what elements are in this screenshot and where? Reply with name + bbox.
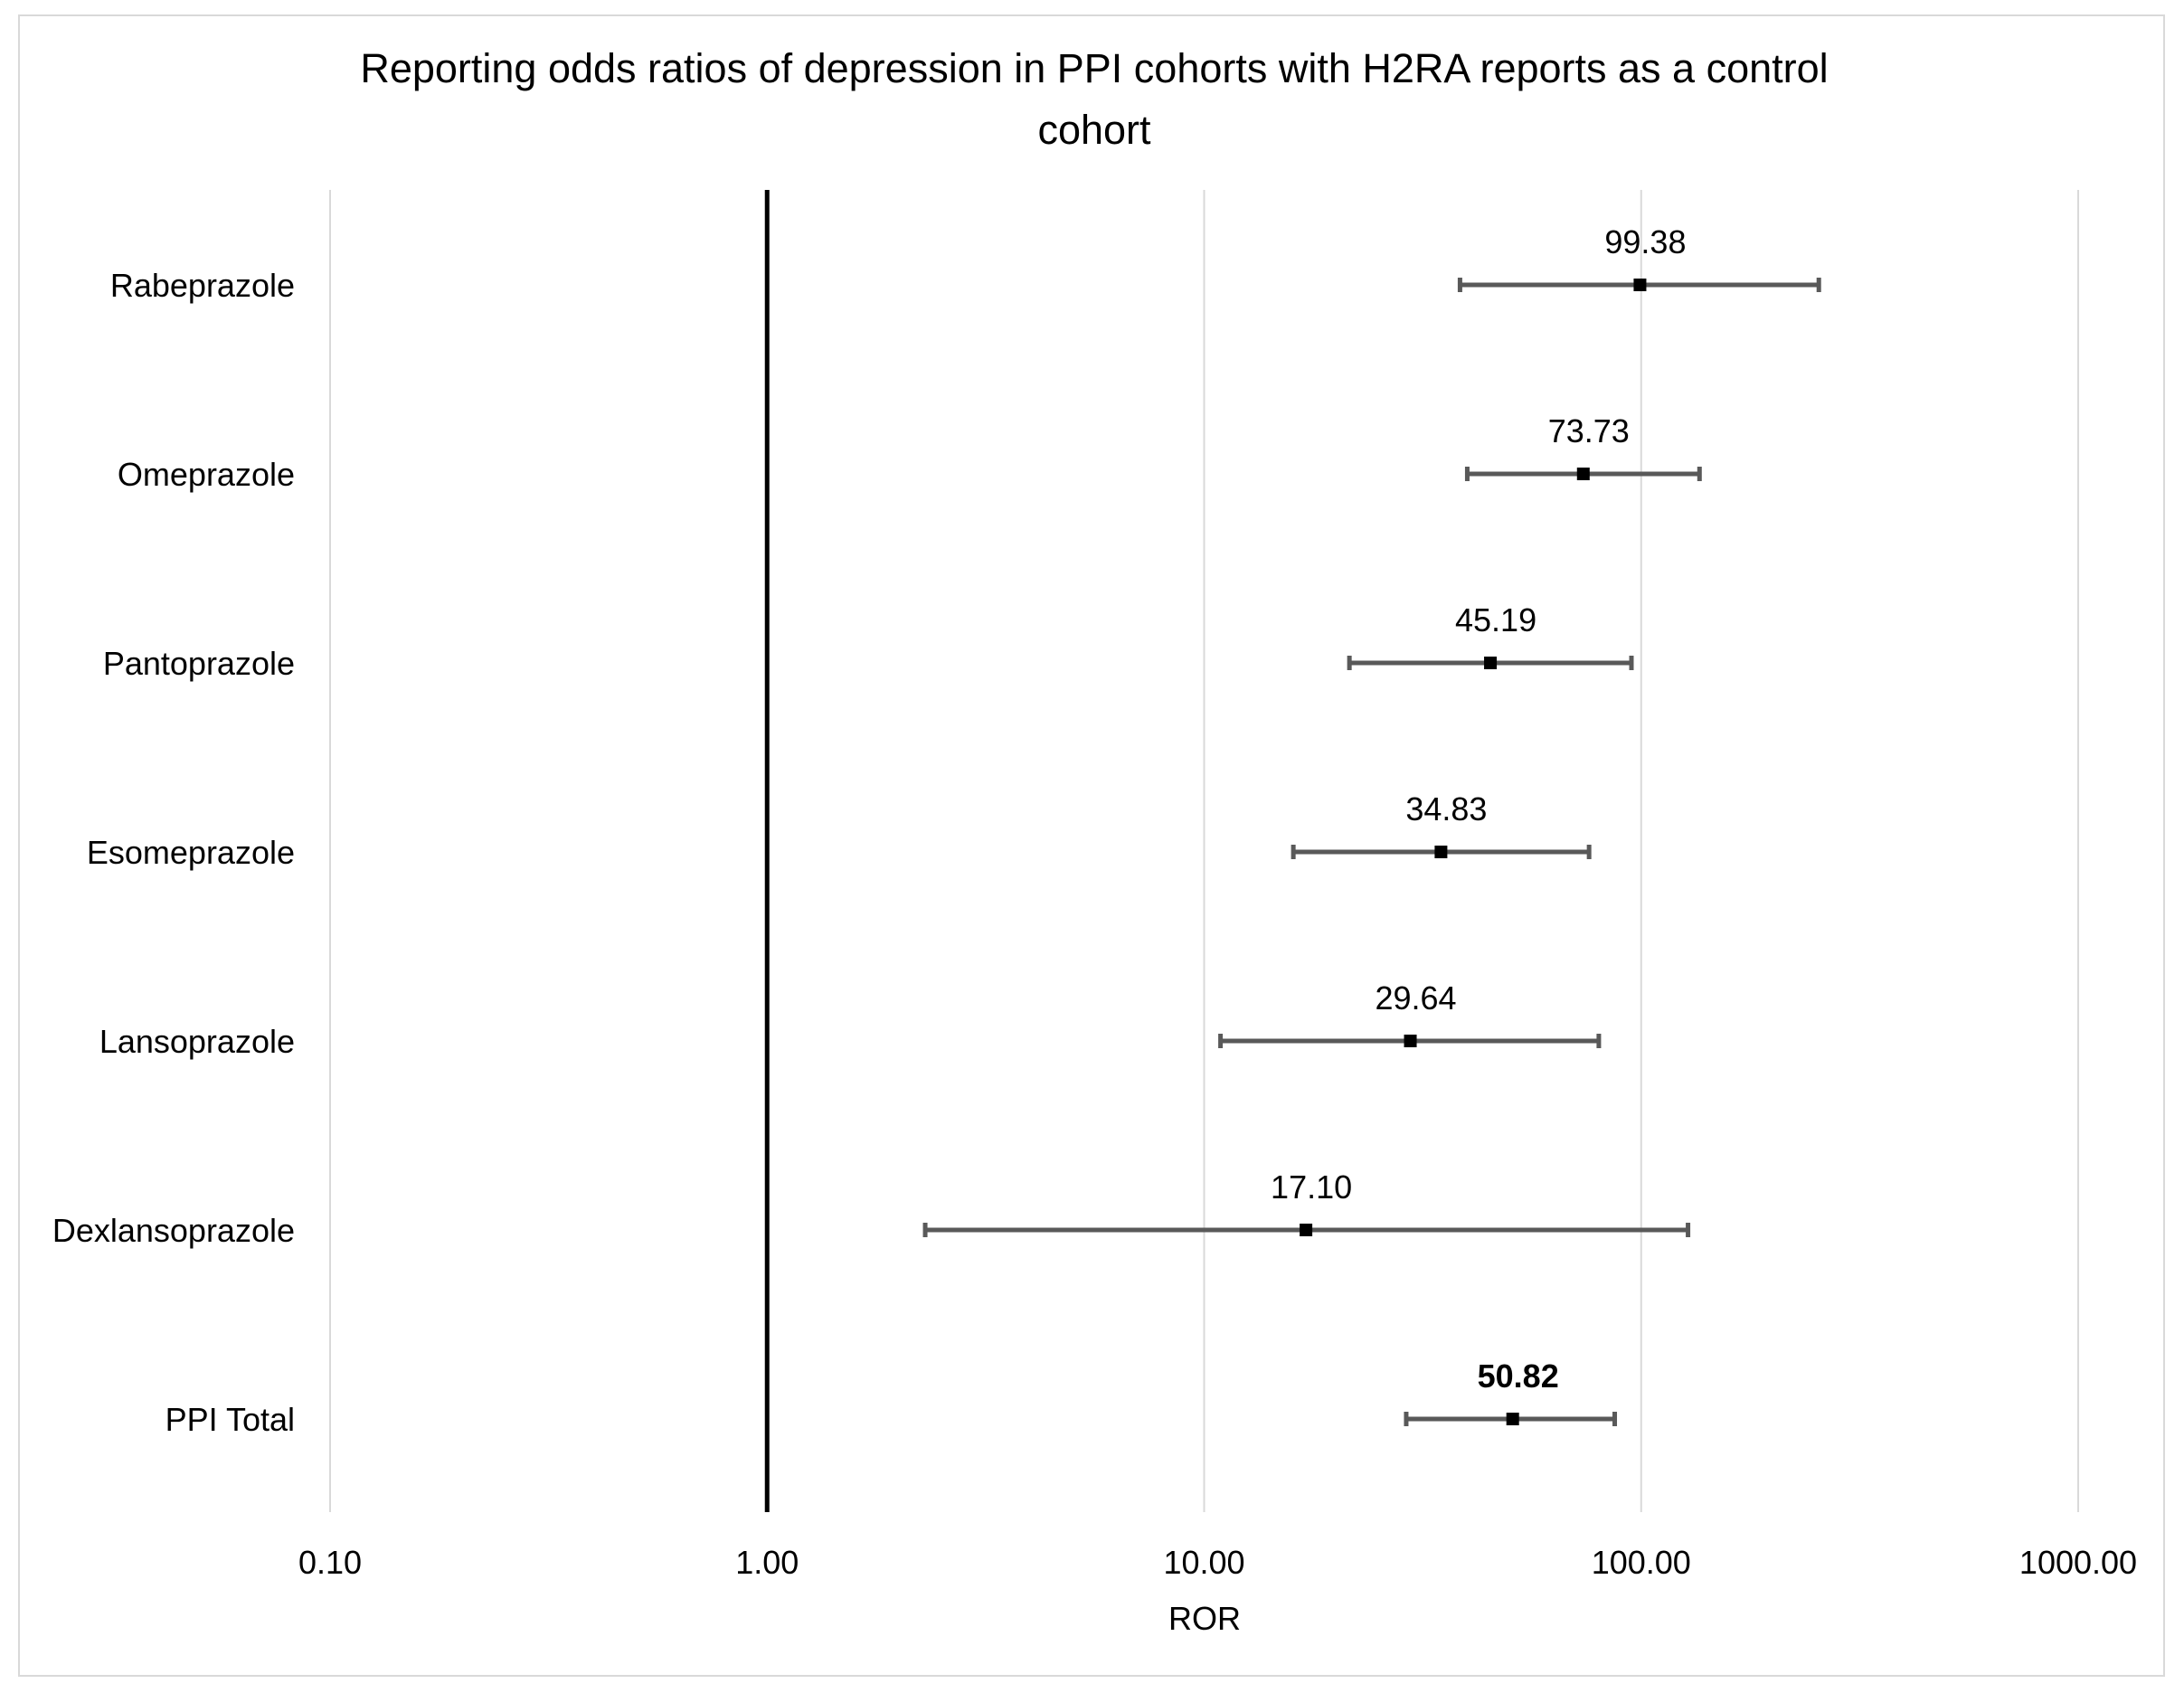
- forest-row: Lansoprazole 29.64: [99, 979, 1602, 1060]
- x-tick-label: 100.00: [1592, 1544, 1691, 1581]
- point-estimate-marker: [1434, 846, 1448, 858]
- x-axis-label: ROR: [1168, 1600, 1241, 1637]
- category-label: Lansoprazole: [99, 1023, 295, 1060]
- forest-row: PPI Total 50.82: [165, 1357, 1618, 1438]
- x-axis-ticks: 0.10 1.00 10.00 100.00 1000.00: [298, 1544, 2137, 1581]
- data-label: 50.82: [1478, 1357, 1559, 1395]
- chart-frame: [18, 14, 2165, 1677]
- point-estimate-marker: [1633, 279, 1647, 291]
- x-tick-label: 1000.00: [2019, 1544, 2137, 1581]
- forest-row: Omeprazole 73.73: [118, 412, 1702, 493]
- x-tick-label: 1.00: [735, 1544, 799, 1581]
- category-label: Rabeprazole: [110, 267, 295, 304]
- data-label: 17.10: [1271, 1168, 1352, 1206]
- chart-title-line-2: cohort: [1037, 107, 1151, 153]
- gridlines: [329, 190, 2079, 1512]
- category-label: Dexlansoprazole: [52, 1212, 295, 1249]
- data-label: 45.19: [1455, 601, 1536, 638]
- forest-row: Rabeprazole 99.38: [110, 223, 1821, 304]
- data-label: 73.73: [1548, 412, 1630, 449]
- data-label: 29.64: [1375, 979, 1456, 1017]
- category-label: PPI Total: [165, 1401, 295, 1438]
- point-estimate-marker: [1300, 1224, 1313, 1236]
- point-estimate-marker: [1576, 468, 1590, 480]
- category-label: Esomeprazole: [87, 834, 295, 871]
- chart-title-line-1: Reporting odds ratios of depression in P…: [360, 45, 1829, 91]
- category-label: Omeprazole: [118, 456, 295, 493]
- x-tick-label: 0.10: [298, 1544, 362, 1581]
- x-tick-label: 10.00: [1163, 1544, 1244, 1581]
- data-label: 34.83: [1405, 790, 1487, 828]
- forest-rows: Rabeprazole 99.38 Omeprazole 73.73 Pantopraz…: [52, 223, 1821, 1438]
- chart-title: Reporting odds ratios of depression in P…: [226, 38, 1962, 161]
- point-estimate-marker: [1506, 1413, 1519, 1425]
- point-estimate-marker: [1404, 1035, 1417, 1047]
- category-label: Pantoprazole: [103, 645, 295, 682]
- forest-row: Dexlansoprazole 17.10: [52, 1168, 1691, 1249]
- point-estimate-marker: [1484, 657, 1498, 669]
- data-label: 99.38: [1604, 223, 1686, 260]
- forest-row: Pantoprazole 45.19: [103, 601, 1634, 682]
- forest-row: Esomeprazole 34.83: [87, 790, 1592, 871]
